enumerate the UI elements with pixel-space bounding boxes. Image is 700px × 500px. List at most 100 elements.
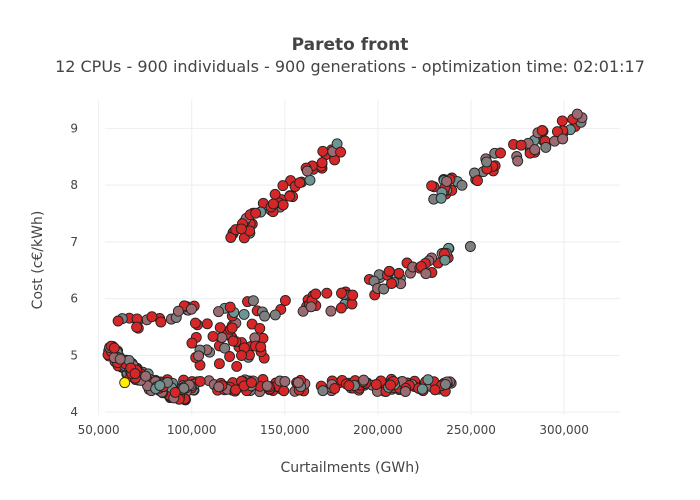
y-tick-label: 6 (70, 292, 78, 306)
data-point (422, 374, 434, 386)
data-point (216, 332, 228, 343)
data-point (231, 360, 243, 372)
data-point (335, 302, 347, 314)
data-point (292, 377, 304, 388)
data-point (259, 310, 271, 322)
x-tick-label: 50,000 (78, 423, 120, 437)
data-point (557, 133, 569, 145)
data-point (316, 157, 328, 169)
data-point (429, 384, 441, 396)
data-point (385, 379, 396, 391)
data-point (269, 309, 281, 321)
data-point (114, 353, 126, 365)
data-point (416, 383, 428, 395)
data-point (358, 374, 370, 386)
data-point (278, 385, 290, 397)
data-point (441, 175, 453, 187)
chart-subtitle: 12 CPUs - 900 individuals - 900 generati… (55, 57, 645, 76)
data-point (140, 370, 152, 382)
data-point (247, 295, 259, 307)
data-point (347, 289, 359, 301)
data-point (254, 322, 266, 334)
data-point (284, 190, 296, 202)
data-point (329, 383, 341, 394)
data-point (305, 301, 317, 313)
data-point (267, 198, 279, 210)
grid-lines (98, 100, 620, 415)
data-point (317, 385, 329, 397)
data-point (213, 381, 225, 393)
data-point (279, 376, 291, 387)
data-point (277, 180, 289, 192)
data-point (536, 125, 548, 136)
data-point (540, 141, 552, 153)
data-point (186, 303, 197, 315)
data-point (154, 380, 166, 391)
highlight-point (119, 377, 131, 389)
data-point (495, 147, 506, 159)
data-point (255, 341, 267, 353)
chart-title: Pareto front (292, 35, 409, 55)
data-point (515, 139, 527, 151)
data-point (225, 232, 237, 243)
x-axis-label: Curtailments (GWh) (280, 460, 419, 476)
data-point (420, 268, 432, 280)
data-point (235, 223, 247, 235)
data-point (512, 155, 524, 167)
x-tick-label: 300,000 (539, 423, 589, 437)
data-point (277, 199, 289, 211)
data-point (238, 308, 250, 320)
data-point (213, 306, 224, 318)
data-point (304, 174, 316, 186)
data-point (279, 295, 291, 306)
data-point (343, 380, 355, 392)
x-tick-label: 250,000 (446, 423, 496, 437)
data-point (108, 342, 120, 354)
data-point (472, 175, 483, 187)
scatter-points (102, 108, 588, 406)
data-point (301, 165, 313, 177)
data-point (426, 180, 438, 192)
y-tick-label: 4 (70, 405, 78, 419)
data-point (370, 379, 382, 390)
data-point (224, 301, 236, 313)
data-point (481, 156, 493, 168)
data-point (310, 288, 322, 300)
data-point (214, 322, 226, 334)
data-point (378, 283, 390, 295)
data-point (236, 350, 247, 361)
data-point (186, 337, 198, 349)
y-tick-label: 9 (70, 121, 78, 135)
data-point (246, 377, 257, 388)
data-point (529, 144, 541, 156)
data-point (194, 375, 206, 387)
data-point (172, 305, 184, 317)
data-point (383, 265, 395, 277)
data-point (439, 254, 451, 266)
data-point (193, 350, 205, 362)
data-point (129, 368, 141, 380)
data-point (219, 342, 231, 354)
x-tick-label: 100,000 (167, 423, 217, 437)
data-point (146, 311, 158, 323)
data-point (155, 316, 167, 328)
data-point (226, 322, 238, 334)
axis-ticks: 50,000 100,000 150,000 200,000 250,000 300,00… (70, 121, 589, 437)
y-tick-label: 8 (70, 178, 78, 192)
data-point (571, 108, 583, 120)
data-point (556, 115, 568, 127)
data-point (269, 188, 281, 200)
data-point (201, 318, 213, 330)
data-point (250, 207, 262, 219)
data-point (294, 177, 306, 189)
data-point (189, 317, 201, 329)
data-point (131, 321, 143, 333)
data-point (321, 287, 333, 299)
data-point (325, 305, 337, 317)
data-point (213, 358, 225, 370)
y-axis-label: Cost (c€/kWh) (30, 211, 46, 310)
data-point (178, 382, 190, 394)
data-point (386, 278, 397, 289)
data-point (207, 330, 219, 342)
